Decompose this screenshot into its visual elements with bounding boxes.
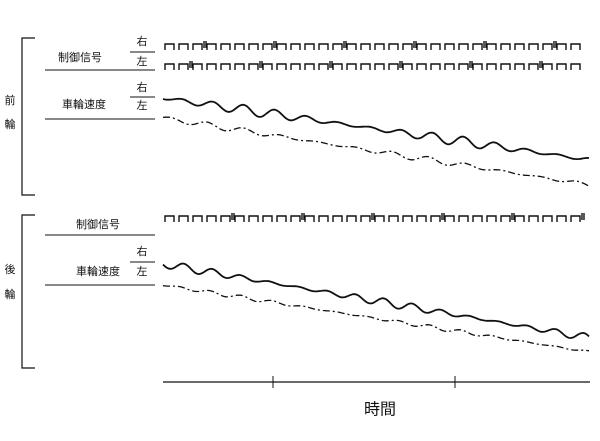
speed-label: 車輪速度	[62, 97, 106, 111]
rear-bracket	[21, 214, 35, 369]
left-label: 左	[137, 99, 148, 112]
front-speed-left	[162, 116, 590, 187]
time-label: 時間	[364, 400, 396, 419]
rear-label: 後	[5, 262, 16, 276]
right-label: 右	[137, 34, 148, 48]
left-label: 左	[137, 265, 148, 278]
signal-label: 制御信号	[76, 217, 120, 231]
front-bracket	[21, 37, 35, 196]
right-label: 右	[137, 80, 148, 94]
control-signal-right	[164, 41, 581, 50]
speed-label: 車輪速度	[76, 264, 120, 278]
rear-label: 輪	[5, 287, 16, 301]
right-label: 右	[137, 244, 148, 258]
rear-speed-left	[162, 285, 590, 352]
front-label: 前	[5, 93, 16, 107]
left-label: 左	[137, 55, 148, 68]
control-signal-rear	[164, 213, 585, 222]
rear-speed-right	[162, 262, 590, 339]
front-speed-right	[162, 97, 590, 161]
signal-label: 制御信号	[58, 50, 102, 64]
control-signal-left	[164, 61, 581, 70]
front-label: 輪	[5, 117, 16, 131]
